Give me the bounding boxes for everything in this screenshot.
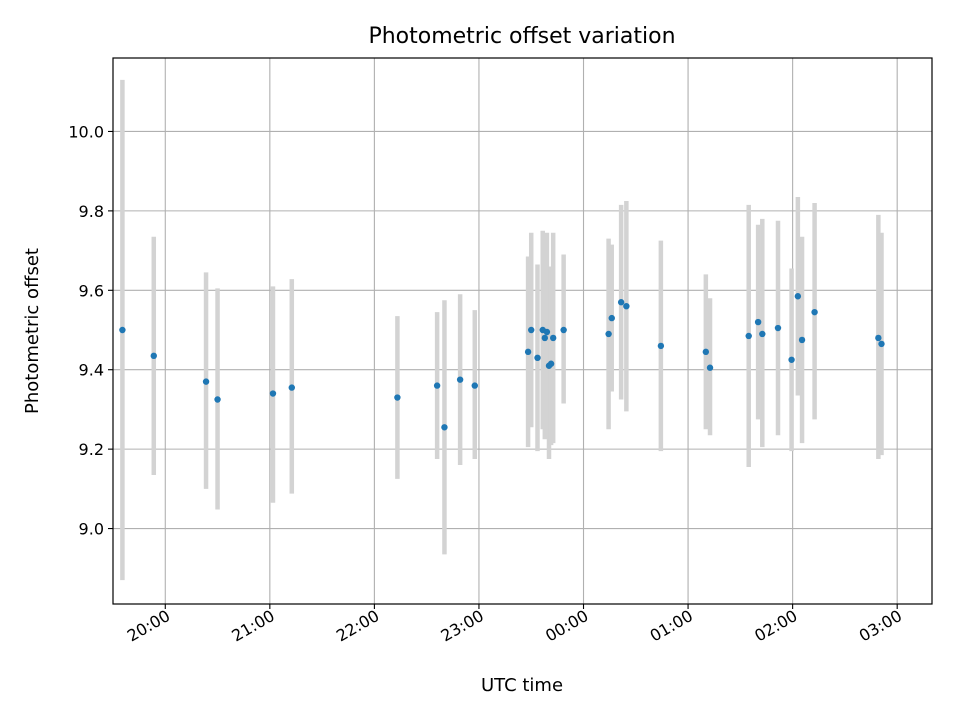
data-point [560,326,567,334]
data-point [774,324,782,332]
data-point [878,340,885,348]
data-point [471,382,478,389]
x-axis-label: UTC time [481,675,563,696]
y-axis-ticks: 9.0 9.2 9.4 9.6 9.8 10.0 [68,122,113,539]
data-points [119,293,885,431]
data-point [754,318,762,326]
data-point [657,342,665,350]
y-tick-label: 9.0 [79,520,104,539]
y-tick-label: 9.4 [79,361,104,380]
data-point [745,332,752,340]
data-point [794,293,802,300]
y-tick-label: 10.0 [68,122,104,141]
grid-lines [113,58,932,604]
data-point [811,308,818,316]
data-point [608,314,615,322]
data-point [456,376,464,383]
plot-frame [112,57,933,605]
data-point [798,336,806,344]
chart-title: Photometric offset variation [368,24,675,49]
y-tick-label: 9.2 [79,440,104,459]
data-point [288,384,295,391]
data-point [547,360,555,367]
data-point [528,326,535,334]
data-point [269,390,277,397]
y-tick-label: 9.6 [79,281,104,300]
data-point [119,326,126,334]
y-axis-label: Photometric offset [22,248,43,414]
data-point [875,334,882,342]
data-point [394,394,401,401]
data-point [706,364,714,371]
data-point [617,299,625,306]
data-point [543,328,551,336]
y-tick-label: 9.8 [79,202,104,221]
data-point [534,354,541,362]
data-point [541,334,549,342]
data-point [623,302,630,310]
data-point [524,348,532,356]
data-point [549,334,557,342]
data-point [441,424,448,431]
data-point [702,348,710,356]
data-point [759,330,766,338]
data-point [150,352,157,360]
data-point [605,330,612,338]
data-point [214,396,221,403]
data-point [202,378,210,385]
data-point [433,382,441,389]
data-point [788,356,795,363]
